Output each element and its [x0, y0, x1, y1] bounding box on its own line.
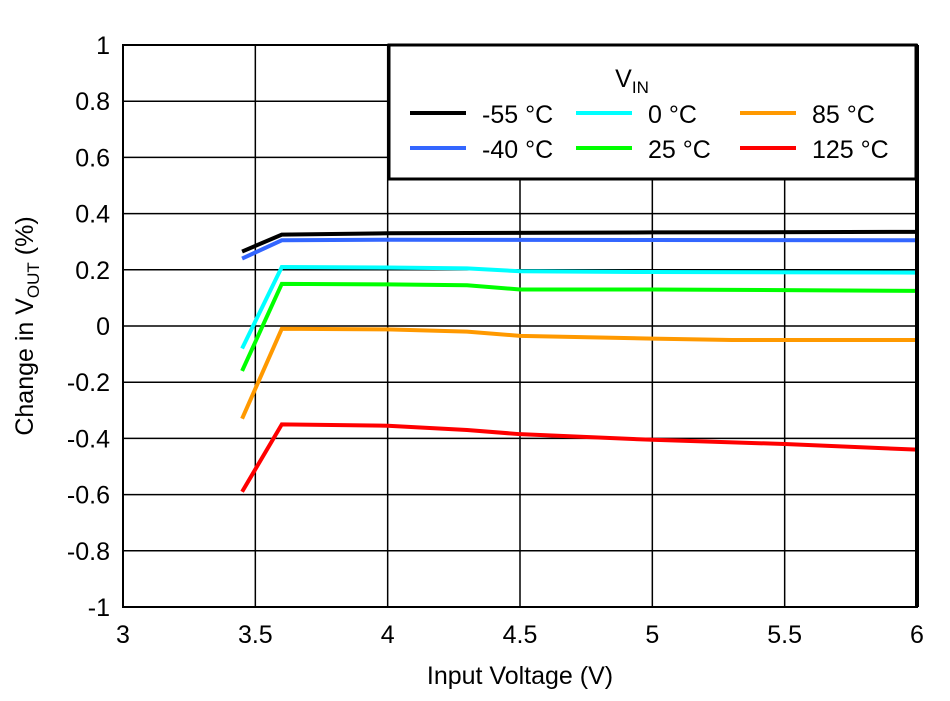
series-lines: [240, 229, 918, 493]
series-line-0: [241, 229, 918, 254]
legend-label: 25 °C: [648, 136, 711, 164]
y-tick-label: -0.6: [67, 482, 110, 510]
y-tick-label: 1: [96, 32, 110, 60]
x-tick-label: 4: [381, 621, 395, 649]
series-line-3: [240, 281, 918, 372]
y-tick-label: 0: [96, 313, 110, 341]
series-line-1: [241, 237, 918, 261]
x-tick-label: 5: [645, 621, 659, 649]
tick-labels: 3 3.5 4 4.5 5 5.5 6 1 0.8 0.6 0.4 0.2 0 -0.2 -0.4 -0.6 -…: [67, 32, 924, 649]
y-tick-label: -0.8: [67, 538, 110, 566]
legend-label: -55 °C: [482, 101, 553, 129]
x-tick-label: 4.5: [503, 621, 538, 649]
y-tick-label: -0.2: [67, 369, 110, 397]
legend-label: 0 °C: [648, 101, 697, 129]
series-line-5: [240, 422, 918, 493]
legend-label: 85 °C: [812, 101, 875, 129]
x-tick-label: 3.5: [238, 621, 273, 649]
legend-label: 125 °C: [812, 136, 889, 164]
legend-label: -40 °C: [482, 136, 553, 164]
series-line-4: [240, 326, 917, 420]
y-tick-label: 0.8: [75, 88, 110, 116]
y-axis-label: Change in VOUT (%): [11, 216, 43, 435]
y-tick-label: 0.4: [75, 201, 110, 229]
x-axis-label: Input Voltage (V): [427, 662, 613, 690]
x-tick-label: 6: [910, 621, 924, 649]
legend: VIN -55 °C -40 °C 0 °C 25 °C 85 °C 125 °C: [387, 43, 918, 181]
y-tick-label: 0.2: [75, 257, 110, 285]
x-tick-label: 5.5: [767, 621, 802, 649]
legend-box: [387, 43, 918, 181]
y-tick-label: -1: [88, 594, 110, 622]
y-tick-label: -0.4: [67, 425, 110, 453]
legend-title: VIN: [615, 65, 649, 97]
y-tick-label: 0.6: [75, 144, 110, 172]
series-line-2: [240, 264, 918, 350]
x-tick-label: 3: [116, 621, 130, 649]
